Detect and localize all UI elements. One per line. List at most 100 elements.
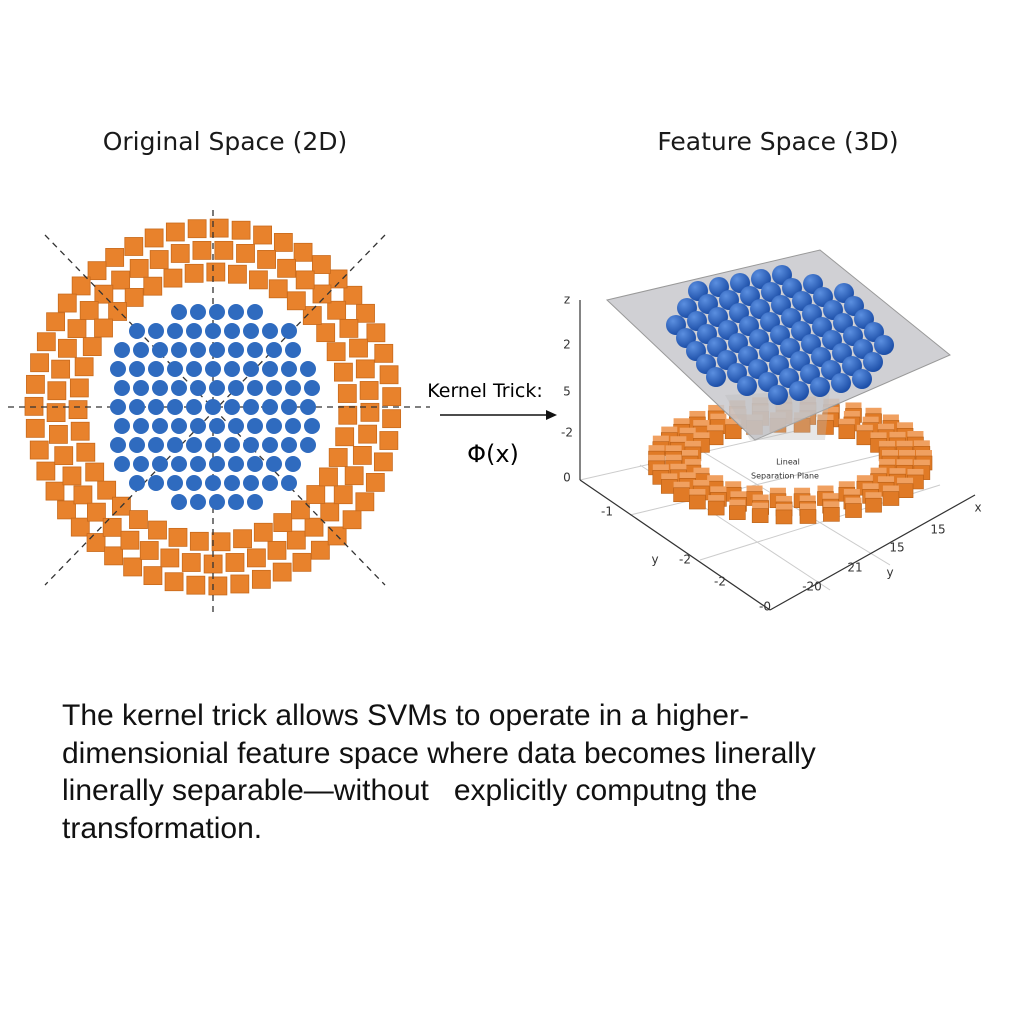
blue-dot xyxy=(224,399,240,415)
orange-cube xyxy=(673,487,690,503)
orange-square xyxy=(129,510,148,529)
blue-dot xyxy=(300,361,316,377)
orange-cube-top xyxy=(845,402,862,409)
orange-square xyxy=(352,445,372,465)
blue-dot xyxy=(285,380,301,396)
orange-square xyxy=(148,520,167,540)
orange-cube-top xyxy=(707,424,724,431)
orange-cube-top xyxy=(707,475,724,482)
blue-dot xyxy=(228,304,244,320)
orange-square xyxy=(73,485,93,505)
blue-dot xyxy=(171,380,187,396)
blue-sphere xyxy=(737,376,757,396)
blue-dot xyxy=(190,494,206,510)
orange-square xyxy=(105,248,125,267)
blue-dot xyxy=(171,342,187,358)
blue-sphere xyxy=(831,373,851,393)
orange-square xyxy=(246,548,266,568)
orange-square xyxy=(344,466,364,486)
orange-square xyxy=(57,338,77,358)
orange-cube-top xyxy=(689,489,706,496)
orange-square xyxy=(286,291,306,311)
orange-square xyxy=(253,522,273,542)
orange-square xyxy=(87,502,106,522)
orange-cube-top xyxy=(889,431,906,438)
orange-square xyxy=(187,219,207,239)
orange-square xyxy=(67,319,87,339)
orange-square xyxy=(337,384,357,403)
blue-dot xyxy=(110,361,126,377)
orange-cube-top xyxy=(661,426,678,433)
orange-square xyxy=(70,517,90,537)
orange-cube-top xyxy=(878,423,895,430)
orange-square xyxy=(149,250,169,269)
axis-label: z xyxy=(564,293,570,307)
orange-cube-top xyxy=(896,459,913,466)
orange-cube xyxy=(882,491,900,506)
orange-cube-top xyxy=(693,479,710,486)
orange-square xyxy=(143,276,163,296)
orange-square xyxy=(51,359,71,379)
blue-dot xyxy=(129,437,145,453)
orange-cube-top xyxy=(882,450,898,456)
orange-square xyxy=(108,302,128,321)
orange-cube xyxy=(729,505,746,520)
blue-sphere xyxy=(874,335,894,355)
orange-cube-top xyxy=(845,497,862,504)
axis-label: -2 xyxy=(714,575,726,589)
blue-sphere xyxy=(852,369,872,389)
blue-dot xyxy=(114,456,130,472)
blue-dot xyxy=(190,418,206,434)
axis-label: -1 xyxy=(601,505,613,519)
orange-square xyxy=(25,418,45,438)
blue-dot xyxy=(209,304,225,320)
orange-square xyxy=(69,378,89,398)
orange-cube-top xyxy=(730,491,747,498)
blue-dot xyxy=(148,323,164,339)
blue-sphere xyxy=(706,367,726,387)
orange-cube-top xyxy=(862,483,879,490)
blue-dot xyxy=(266,342,282,358)
orange-square xyxy=(79,301,99,320)
orange-cube-top xyxy=(746,485,763,492)
orange-square xyxy=(268,279,288,299)
axis-label: x xyxy=(974,501,981,515)
orange-square xyxy=(373,452,393,472)
orange-cube-top xyxy=(882,485,899,492)
blue-dot xyxy=(171,456,187,472)
orange-cube xyxy=(799,509,817,524)
orange-square xyxy=(86,533,106,552)
orange-cube-top xyxy=(776,495,793,502)
orange-cube-top xyxy=(665,445,682,452)
orange-cube-top xyxy=(889,468,906,475)
blue-dot xyxy=(262,361,278,377)
orange-square xyxy=(379,365,399,385)
orange-square xyxy=(304,517,324,537)
orange-square xyxy=(343,285,363,305)
blue-dot xyxy=(129,399,145,415)
orange-square xyxy=(333,485,353,505)
orange-square xyxy=(70,421,90,441)
orange-cube-top xyxy=(907,431,924,438)
orange-square xyxy=(164,572,184,592)
orange-cube-top xyxy=(684,440,701,447)
blue-dot xyxy=(209,380,225,396)
orange-square xyxy=(209,218,229,238)
axis-label: -20 xyxy=(802,580,822,594)
orange-square xyxy=(230,574,250,594)
orange-cube-top xyxy=(843,489,860,496)
blue-dot xyxy=(266,418,282,434)
blue-dot xyxy=(190,342,206,358)
orange-square xyxy=(349,338,368,358)
blue-dot xyxy=(171,494,187,510)
orange-square xyxy=(225,553,245,572)
orange-square xyxy=(94,284,114,304)
blue-dot xyxy=(243,399,259,415)
orange-square xyxy=(143,566,163,586)
blue-dot xyxy=(243,323,259,339)
left-title: Original Space (2D) xyxy=(103,127,348,156)
blue-dot xyxy=(247,342,263,358)
orange-square xyxy=(71,276,91,296)
orange-square xyxy=(144,228,164,248)
right-title: Feature Space (3D) xyxy=(657,127,898,156)
